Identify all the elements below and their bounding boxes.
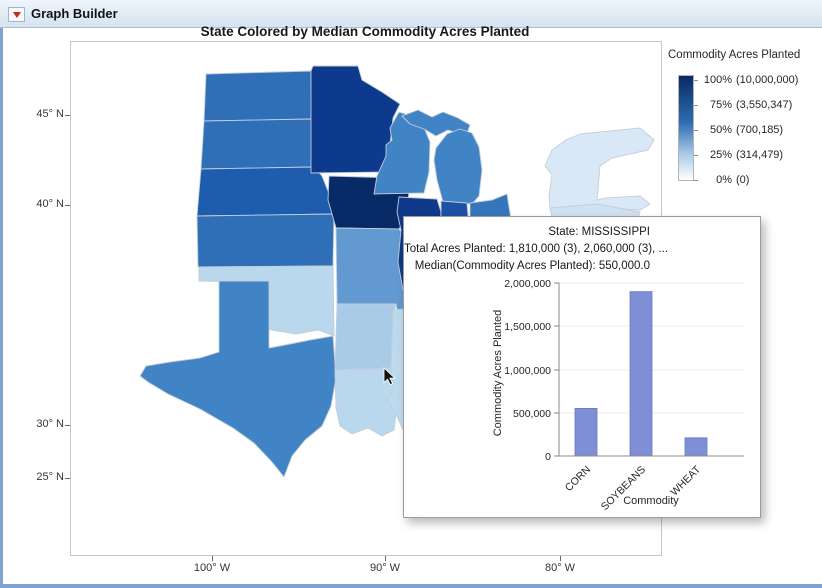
legend-value: (700,185) bbox=[736, 123, 784, 136]
x-tick-mark bbox=[212, 556, 213, 561]
legend-entry-25: 25% (314,479) bbox=[699, 142, 817, 167]
mini-chart-y-axis-title: Commodity Acres Planted bbox=[492, 310, 504, 437]
tooltip-bar-chart: 2,000,000 1,500,000 1,000,000 500,000 0 … bbox=[492, 278, 744, 513]
state-michigan[interactable] bbox=[433, 128, 483, 205]
y-tick-mark bbox=[65, 478, 70, 479]
ytick-1000000: 1,000,000 bbox=[504, 365, 551, 377]
ytick-500000: 500,000 bbox=[513, 408, 551, 420]
legend-pct: 25% bbox=[709, 148, 732, 161]
tooltip-median-line: Median(Commodity Acres Planted): 550,000… bbox=[414, 260, 650, 272]
bar-wheat bbox=[684, 437, 708, 457]
legend-pct: 100% bbox=[703, 73, 732, 86]
x-tick-mark bbox=[385, 556, 386, 561]
y-axis-tick-40n[interactable]: 40° N bbox=[36, 198, 64, 210]
legend-value: (3,550,347) bbox=[736, 98, 793, 111]
legend-value: (10,000,000) bbox=[736, 73, 799, 86]
mini-chart-ytick-labels: 2,000,000 1,500,000 1,000,000 500,000 0 bbox=[504, 278, 551, 463]
legend-pct: 50% bbox=[709, 123, 732, 136]
legend-entry-0: 0% (0) bbox=[699, 167, 817, 192]
hover-tooltip: State: MISSISSIPPI Total Acres Planted: … bbox=[403, 216, 761, 518]
y-axis-tick-45n[interactable]: 45° N bbox=[36, 108, 64, 120]
state-michigan-upper[interactable] bbox=[401, 109, 471, 137]
bars-group bbox=[574, 291, 708, 457]
legend-tick bbox=[694, 80, 698, 81]
legend-tick bbox=[694, 155, 698, 156]
title-bar: Graph Builder bbox=[0, 0, 822, 28]
xtick-corn: CORN bbox=[563, 464, 593, 494]
legend-value: (314,479) bbox=[736, 148, 784, 161]
y-tick-mark bbox=[65, 205, 70, 206]
ytick-0: 0 bbox=[545, 451, 551, 463]
tooltip-state-line: State: MISSISSIPPI bbox=[548, 226, 650, 238]
ytick-1500000: 1,500,000 bbox=[504, 321, 551, 333]
mini-chart-x-axis-title: Commodity bbox=[623, 495, 679, 507]
state-minnesota[interactable] bbox=[310, 65, 401, 174]
xtick-wheat: WHEAT bbox=[668, 463, 703, 498]
legend-pct: 75% bbox=[709, 98, 732, 111]
y-axis-tick-25n[interactable]: 25° N bbox=[36, 471, 64, 483]
legend-pct: 0% bbox=[716, 173, 732, 186]
state-north-dakota[interactable] bbox=[203, 70, 313, 122]
legend-tick bbox=[694, 105, 698, 106]
x-axis-tick-80w[interactable]: 80° W bbox=[544, 562, 576, 574]
legend-entry-50: 50% (700,185) bbox=[699, 117, 817, 142]
tooltip-text: State: MISSISSIPPI Total Acres Planted: … bbox=[404, 224, 669, 275]
x-tick-mark bbox=[560, 556, 561, 561]
graph-title[interactable]: State Colored by Median Commodity Acres … bbox=[200, 24, 530, 39]
state-arkansas[interactable] bbox=[334, 303, 397, 371]
bar-corn bbox=[574, 408, 598, 457]
legend-gradient[interactable] bbox=[678, 75, 694, 181]
red-triangle-icon bbox=[12, 11, 21, 18]
legend-tick bbox=[694, 130, 698, 131]
window-edge-bottom bbox=[0, 584, 822, 588]
state-texas[interactable] bbox=[139, 280, 337, 478]
window-title: Graph Builder bbox=[31, 6, 118, 21]
tooltip-total-line: Total Acres Planted: 1,810,000 (3), 2,06… bbox=[404, 243, 669, 255]
ytick-2000000: 2,000,000 bbox=[504, 278, 551, 290]
red-triangle-menu-button[interactable] bbox=[8, 7, 25, 22]
legend-tick bbox=[694, 180, 698, 181]
state-nebraska[interactable] bbox=[196, 166, 335, 217]
window-edge-left bbox=[0, 28, 3, 588]
legend-value: (0) bbox=[736, 173, 750, 186]
state-south-dakota[interactable] bbox=[200, 118, 315, 170]
mouse-cursor-icon bbox=[383, 367, 396, 386]
x-axis-tick-100w[interactable]: 100° W bbox=[193, 562, 231, 574]
legend-entry-75: 75% (3,550,347) bbox=[699, 92, 817, 117]
y-tick-mark bbox=[65, 425, 70, 426]
state-kansas[interactable] bbox=[196, 213, 335, 268]
bar-soybeans bbox=[629, 291, 653, 457]
legend-entry-100: 100% (10,000,000) bbox=[699, 67, 817, 92]
mini-chart-axes bbox=[554, 282, 744, 457]
y-tick-mark bbox=[65, 115, 70, 116]
state-new-york[interactable] bbox=[544, 127, 655, 213]
x-axis-tick-90w[interactable]: 90° W bbox=[369, 562, 401, 574]
y-axis-tick-30n[interactable]: 30° N bbox=[36, 418, 64, 430]
legend-entries: 100% (10,000,000) 75% (3,550,347) 50% (700,… bbox=[699, 67, 817, 192]
legend-title: Commodity Acres Planted bbox=[668, 49, 801, 61]
